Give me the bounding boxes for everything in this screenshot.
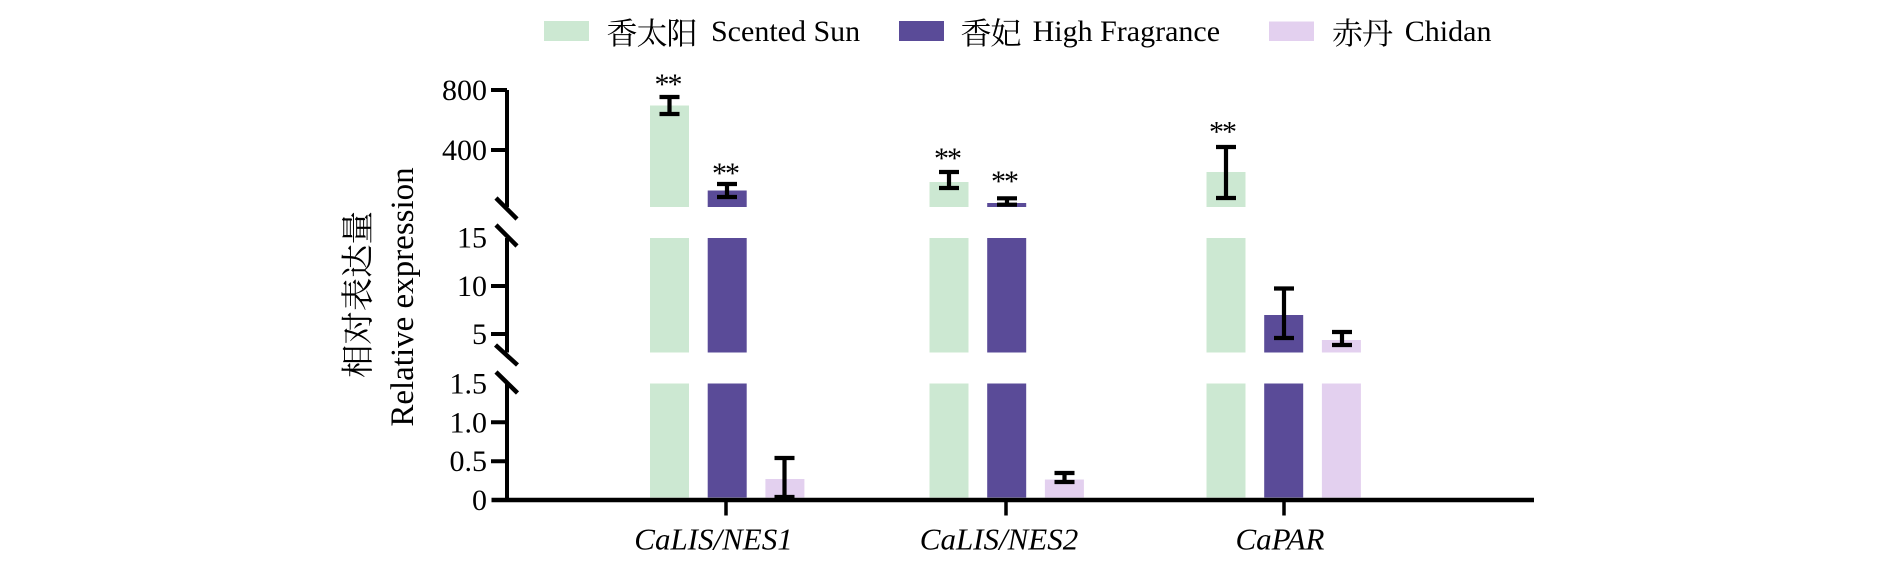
svg-text:Relative expression: Relative expression bbox=[385, 167, 421, 426]
svg-text:10: 10 bbox=[457, 270, 487, 303]
svg-text:1.0: 1.0 bbox=[450, 406, 488, 439]
svg-text:400: 400 bbox=[442, 134, 487, 167]
svg-text:CaLIS/NES2: CaLIS/NES2 bbox=[920, 522, 1078, 557]
svg-text:**: ** bbox=[655, 68, 682, 101]
svg-text:800: 800 bbox=[442, 74, 487, 107]
svg-text:0: 0 bbox=[472, 484, 487, 517]
svg-text:Chidan: Chidan bbox=[1405, 15, 1492, 48]
svg-text:CaLIS/NES1: CaLIS/NES1 bbox=[634, 522, 792, 557]
svg-text:1.5: 1.5 bbox=[450, 368, 488, 401]
svg-text:**: ** bbox=[1209, 116, 1236, 149]
svg-text:15: 15 bbox=[457, 222, 487, 255]
svg-text:CaPAR: CaPAR bbox=[1236, 522, 1325, 557]
svg-text:5: 5 bbox=[472, 318, 487, 351]
svg-text:**: ** bbox=[712, 157, 739, 190]
svg-text:**: ** bbox=[991, 165, 1018, 198]
svg-text:Scented Sun: Scented Sun bbox=[711, 15, 860, 48]
svg-text:0.5: 0.5 bbox=[450, 445, 488, 478]
svg-text:High Fragrance: High Fragrance bbox=[1033, 15, 1220, 48]
svg-text:**: ** bbox=[934, 142, 961, 175]
